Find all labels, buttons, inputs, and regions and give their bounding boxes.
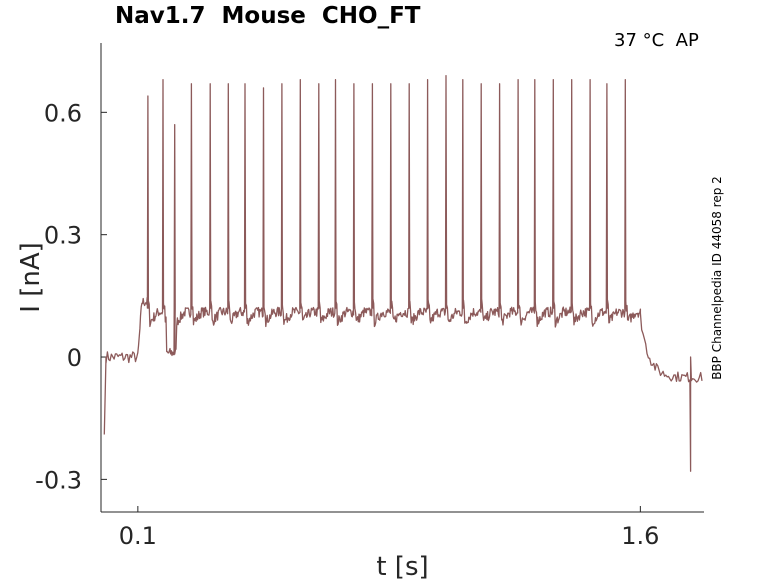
chart-title: Nav1.7 Mouse CHO_FT: [115, 3, 421, 29]
y-tick-label: 0.3: [44, 222, 82, 250]
x-tick-label: 1.6: [621, 522, 659, 550]
condition-annotation: 37 °C AP: [614, 30, 699, 51]
current-trace: [103, 74, 703, 472]
x-axis-label: t [s]: [376, 552, 428, 582]
x-tick-label: 0.1: [119, 522, 157, 550]
y-tick-label: 0: [67, 344, 82, 372]
y-tick-label: -0.3: [35, 466, 82, 494]
tick-group: 0.1 1.6 0.6 0.3 0 -0.3: [35, 99, 659, 550]
y-tick-label: 0.6: [44, 99, 82, 127]
y-axis-label: I [nA]: [16, 242, 46, 312]
